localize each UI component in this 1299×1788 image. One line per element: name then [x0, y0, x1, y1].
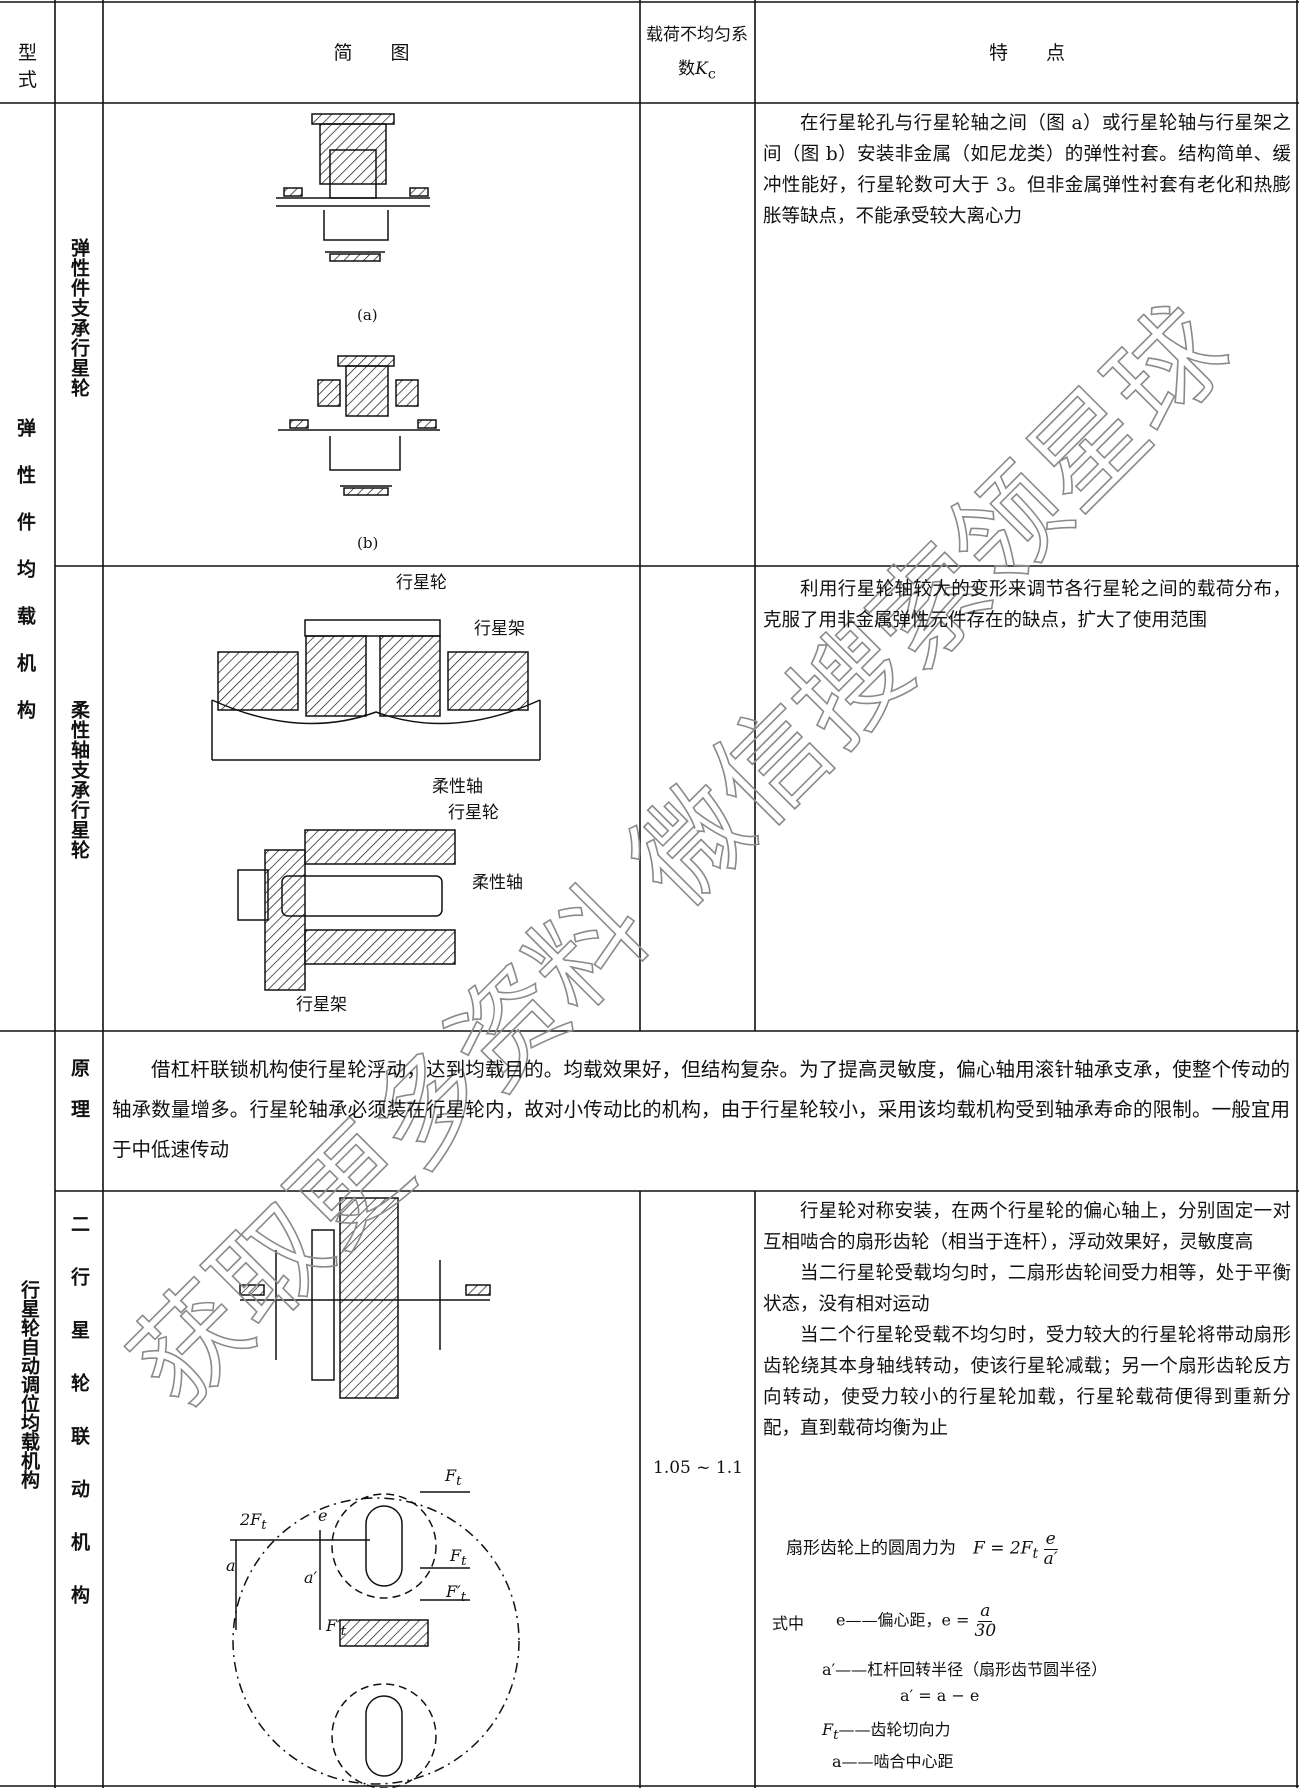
diagram-circle: [230, 1491, 520, 1788]
principle-text: 借杠杆联锁机构使行星轮浮动，达到均载目的。均载效果好，但结构复杂。为了提高灵敏度…: [112, 1058, 1290, 1161]
diagram-label: (a): [357, 306, 378, 324]
label-main: F′: [446, 1582, 461, 1601]
diagram-flex-2: [237, 829, 456, 991]
label-sub: t: [460, 1590, 467, 1606]
features: 行星轮对称安装，在两个行星轮的偏心轴上，分别固定一对互相啮合的扇形齿轮（相当于连…: [763, 1196, 1291, 1444]
row-name: 二行星轮联动机构: [68, 1214, 90, 1638]
formula: 扇形齿轮上的圆周力为 F = 2Ft e a′: [786, 1530, 1058, 1568]
label-sub: t: [340, 1624, 347, 1640]
diagram-label: 行星架: [296, 995, 347, 1015]
diagram-label: F′t: [446, 1582, 466, 1605]
formula-lhs: F = 2F: [973, 1538, 1033, 1559]
diagram-label: Ft: [450, 1546, 466, 1569]
label-sub: t: [461, 1554, 467, 1570]
label-main: 2F: [240, 1510, 262, 1529]
diagram-label: Ft: [445, 1466, 461, 1489]
row-name: 柔性轴支承行星轮: [68, 700, 90, 860]
row-name: 弹性件支承行星轮: [68, 238, 90, 398]
where-fraction: a 30: [975, 1602, 997, 1640]
numerator: e: [1043, 1529, 1058, 1550]
diagram-label: 行星架: [474, 619, 525, 639]
features-text: 在行星轮孔与行星轮轴之间（图 a）或行星轮轴与行星架之间（图 b）安装非金属（如…: [763, 113, 1291, 227]
features-text: 当二行星轮受载均匀时，二扇形齿轮间受力相等，处于平衡状态，没有相对运动: [763, 1263, 1291, 1315]
label-main: a′: [304, 1568, 318, 1587]
formula-sub: t: [1032, 1546, 1039, 1563]
header-coefficient-text: 载荷不均匀系数: [646, 25, 748, 79]
formula-fraction: e a′: [1043, 1529, 1058, 1569]
header-type: 型 式: [17, 42, 57, 91]
diagram-label: 行星轮: [448, 803, 499, 823]
label-sub: t: [456, 1474, 462, 1490]
features-text: 当二个行星轮受载不均匀时，受力较大的行星轮将带动扇形齿轮绕其本身轴线转动，使该行…: [763, 1325, 1291, 1439]
where-line: Ft——齿轮切向力: [822, 1716, 950, 1743]
diagram-label: 柔性轴: [432, 777, 483, 797]
principle-label: 原理: [68, 1058, 90, 1140]
numerator: a: [978, 1601, 993, 1622]
diagram-gear: [239, 1197, 491, 1399]
diagram-flex-1: [211, 619, 541, 761]
diagram-label: a′: [304, 1568, 317, 1587]
header-coefficient-symbol: K: [695, 59, 708, 79]
denominator: a′: [1043, 1548, 1058, 1569]
diagram-label: 行星轮: [396, 573, 447, 593]
label-sub: t: [261, 1518, 267, 1534]
where-line: a′——杠杆回转半径（扇形齿节圆半径）: [822, 1660, 1108, 1679]
where-line: a——啮合中心距: [832, 1752, 954, 1771]
label-main: e: [318, 1506, 328, 1525]
where-label: 式中: [772, 1614, 805, 1633]
header-features: 特 点: [988, 42, 1065, 64]
diagram-label: 柔性轴: [472, 873, 523, 893]
group-name: 弹性件均载机构: [14, 418, 36, 747]
label-main: a: [226, 1556, 236, 1575]
diagram-b: [278, 355, 440, 496]
label-main: F′: [326, 1616, 341, 1635]
where-line: e——偏心距，e = a 30: [836, 1602, 996, 1640]
diagram-label: e: [318, 1506, 327, 1525]
where-text: e——偏心距，e =: [836, 1610, 970, 1630]
diagram-label: (b): [357, 534, 379, 552]
where-text: ——齿轮切向力: [838, 1720, 951, 1739]
label-main: F: [450, 1546, 462, 1565]
diagram-label: a: [226, 1556, 236, 1575]
features-text: 利用行星轮轴较大的变形来调节各行星轮之间的载荷分布，克服了用非金属弹性元件存在的…: [763, 579, 1291, 631]
header-coefficient-subscript: c: [707, 66, 716, 83]
header-coefficient: 载荷不均匀系数Kc: [642, 18, 752, 91]
diagram-label: 2Ft: [240, 1510, 267, 1533]
denominator: 30: [974, 1620, 997, 1641]
diagram-label: F′t: [326, 1616, 346, 1639]
coefficient: 1.05 ~ 1.1: [653, 1458, 743, 1478]
group-name: 行星轮自动调位均载机构: [18, 1280, 40, 1489]
formula-intro: 扇形齿轮上的圆周力为: [786, 1538, 956, 1559]
where-sub: t: [833, 1728, 839, 1744]
features-text: 行星轮对称安装，在两个行星轮的偏心轴上，分别固定一对互相啮合的扇形齿轮（相当于连…: [763, 1201, 1291, 1253]
header-diagram: 简 图: [333, 42, 410, 64]
diagram-a: [276, 113, 430, 262]
where-line: a′ = a − e: [900, 1686, 980, 1705]
where-symbol: F: [822, 1720, 834, 1739]
label-main: F: [445, 1466, 457, 1485]
